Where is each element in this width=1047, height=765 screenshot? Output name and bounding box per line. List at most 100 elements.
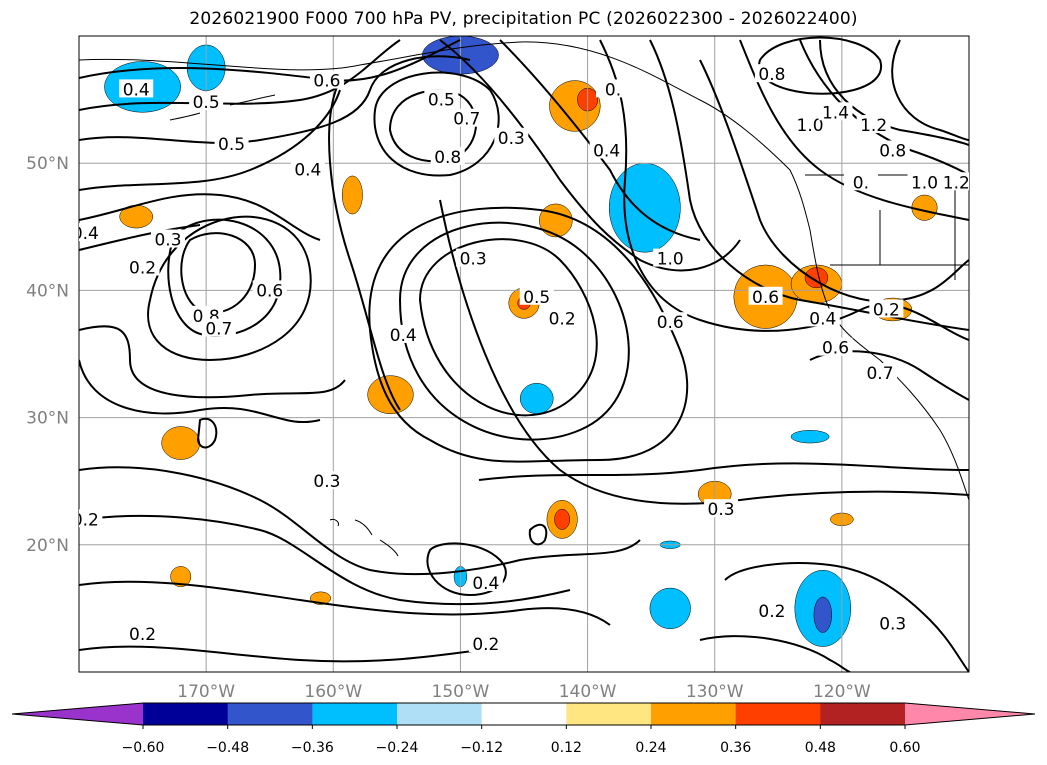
- colorbar-tick-label: 0.12: [551, 740, 582, 756]
- contour-label-background: [805, 308, 840, 327]
- contour-label-background: [843, 172, 878, 191]
- pv-contour-line: [398, 221, 630, 441]
- pv-contour-line: [891, 39, 969, 141]
- pv-contour-line: [79, 193, 321, 241]
- contour-label: 0.6: [657, 313, 684, 333]
- pv-contour-line: [79, 89, 341, 191]
- latitude-tick-label: 40°N: [26, 281, 69, 301]
- contour-label: 0.2: [758, 602, 785, 622]
- contour-label-background: [653, 248, 688, 267]
- contour-label-background: [79, 223, 103, 242]
- contour-label-background: [468, 634, 503, 653]
- contour-label-background: [704, 499, 739, 518]
- contour-label-background: [545, 308, 580, 327]
- contour-label-background: [79, 509, 103, 528]
- pv-contour-line: [79, 55, 471, 144]
- pv-contour-line: [739, 39, 969, 221]
- pv-contour-line: [478, 462, 969, 481]
- contour-label-background: [939, 172, 969, 191]
- coastline-hawaii: [329, 519, 399, 557]
- contour-label: 0.6: [822, 339, 849, 359]
- contour-label-background: [119, 79, 154, 98]
- contour-label: 0.8: [879, 141, 906, 161]
- contour-label: 0.4: [472, 574, 499, 594]
- precip-shaded-region: [519, 383, 554, 415]
- contour-label-background: [309, 70, 344, 89]
- contour-label-background: [907, 172, 942, 191]
- longitude-tick-label: 170°W: [177, 682, 235, 702]
- contour-label-background: [875, 140, 910, 159]
- precip-shaded-region: [554, 508, 571, 530]
- pv-contour-line: [79, 466, 641, 576]
- contour-label: 0.8: [758, 65, 785, 85]
- contour-label-background: [869, 299, 904, 318]
- contour-label-background: [214, 134, 249, 153]
- contour-label-background: [589, 140, 624, 159]
- colorbar-segment: [227, 703, 313, 725]
- precipitation-shading: [104, 36, 938, 647]
- contour-label: 1.0: [797, 116, 824, 136]
- contour-label: 0.2: [873, 300, 900, 320]
- contour-label: 1.0: [657, 250, 684, 270]
- contour-label: 0.6: [752, 288, 779, 308]
- contour-label: 0.4: [123, 80, 150, 100]
- pv-contour-line: [147, 215, 312, 362]
- pv-contour-line: [499, 39, 701, 241]
- contour-label: 0.4: [809, 309, 836, 329]
- contour-label-background: [468, 572, 503, 591]
- contour-label-background: [309, 471, 344, 490]
- contour-label-background: [754, 64, 789, 83]
- contour-label: 0.5: [523, 288, 550, 308]
- colorbar-segment: [481, 703, 567, 725]
- contour-label: 0.3: [708, 500, 735, 520]
- contour-label: 0.: [853, 173, 869, 193]
- map-frame: [78, 35, 970, 673]
- contour-label: 0.6: [256, 281, 283, 301]
- pv-contour-line: [418, 238, 598, 417]
- latitude-tick-label: 30°N: [26, 409, 69, 429]
- colorbar: −0.60 −0.48 −0.36 −0.24 −0.12 0.12 0.24 0.36 0.4…: [11, 702, 1036, 756]
- contour-label-background: [252, 280, 287, 299]
- contour-label: 0.5: [218, 135, 245, 155]
- latitude-tick-label: 20°N: [26, 536, 69, 556]
- pv-contour-line: [196, 417, 218, 449]
- colorbar-segment: [651, 703, 737, 725]
- contour-label-background: [818, 337, 853, 356]
- contour-label-background: [189, 92, 224, 111]
- contour-label-background: [290, 159, 325, 178]
- contour-label: 1.0: [911, 173, 938, 193]
- colorbar-tick-label: −0.48: [206, 740, 249, 756]
- precip-shaded-region: [170, 566, 192, 588]
- contour-label: 0.5: [193, 93, 220, 113]
- pv-contour-line: [368, 206, 689, 463]
- coastline-aleutians: [169, 94, 276, 121]
- precip-shaded-region: [161, 426, 201, 460]
- pv-contour-line: [724, 562, 969, 672]
- pv-contour-line: [79, 359, 321, 424]
- contour-label: 1.2: [860, 116, 887, 136]
- pv-contour-line: [180, 232, 257, 314]
- contour-label: 0.: [605, 80, 621, 100]
- colorbar-tick-label: −0.12: [460, 740, 503, 756]
- contour-label-background: [125, 623, 160, 642]
- contour-label: 0.5: [428, 91, 455, 111]
- contour-labels: 0.40.50.60.50.40.4 0.30.20.80.70.60.50.70…: [72, 64, 970, 655]
- colorbar-segment: [566, 703, 652, 725]
- pv-contour-line: [79, 325, 346, 399]
- precip-shaded-region: [813, 596, 832, 633]
- contour-label-background: [201, 318, 236, 337]
- state-borders: [805, 174, 969, 280]
- colorbar-segment: [397, 703, 483, 725]
- contour-label: 0.2: [72, 510, 99, 530]
- pv-contour-line: [328, 79, 401, 411]
- contour-label: 0.3: [498, 129, 525, 149]
- contour-label-background: [125, 257, 160, 276]
- contour-label: 0.6: [313, 72, 340, 92]
- precip-shaded-region: [649, 587, 691, 630]
- pv-contour-line: [79, 645, 481, 663]
- contour-label: 0.8: [434, 148, 461, 168]
- contour-label: 1.2: [943, 173, 970, 193]
- contour-label-background: [386, 324, 421, 343]
- map-title: 2026021900 F000 700 hPa PV, precipitatio…: [189, 9, 858, 29]
